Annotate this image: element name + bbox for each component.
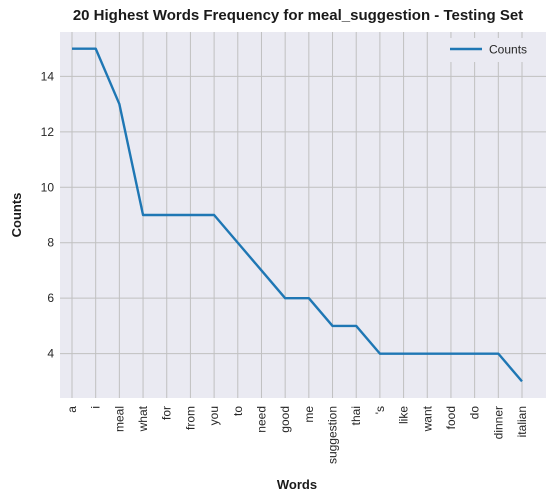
x-tick-label: meal <box>112 406 126 432</box>
x-tick-label: you <box>207 406 221 425</box>
y-tick-label: 6 <box>47 291 54 305</box>
y-tick-label: 10 <box>41 180 55 194</box>
x-tick-label: what <box>136 405 150 432</box>
x-tick-label: want <box>420 405 434 432</box>
y-axis-ticks: 4 6 8 10 12 14 <box>41 69 55 360</box>
x-tick-label: italian <box>515 406 529 437</box>
x-tick-label: good <box>278 406 292 433</box>
x-tick-label: food <box>444 406 458 429</box>
y-tick-label: 14 <box>41 69 55 83</box>
x-tick-label: to <box>231 406 245 416</box>
x-tick-label: thai <box>349 406 363 425</box>
legend-label-counts: Counts <box>489 43 527 57</box>
x-axis-label: Words <box>277 477 317 492</box>
x-tick-label: do <box>468 406 482 420</box>
series-line-counts <box>72 47 523 383</box>
x-tick-label: me <box>302 406 316 423</box>
x-tick-label: suggestion <box>326 406 340 464</box>
x-tick-label: i <box>89 406 103 409</box>
x-tick-label: dinner <box>491 406 505 439</box>
x-tick-label: like <box>397 406 411 424</box>
chart-title: 20 Highest Words Frequency for meal_sugg… <box>73 7 523 24</box>
x-tick-label: from <box>183 406 197 430</box>
x-tick-label: for <box>160 406 174 420</box>
x-axis-ticks: a i meal what for from you to need good me suggesti… <box>65 405 529 464</box>
y-tick-label: 8 <box>47 236 54 250</box>
plot-area <box>60 32 546 398</box>
y-tick-label: 4 <box>47 347 54 361</box>
y-tick-label: 12 <box>41 125 55 139</box>
y-axis-label: Counts <box>9 193 24 238</box>
x-tick-label: need <box>254 406 268 433</box>
x-tick-label: 's <box>373 406 387 414</box>
x-tick-label: a <box>65 406 79 413</box>
legend: Counts <box>440 38 538 62</box>
